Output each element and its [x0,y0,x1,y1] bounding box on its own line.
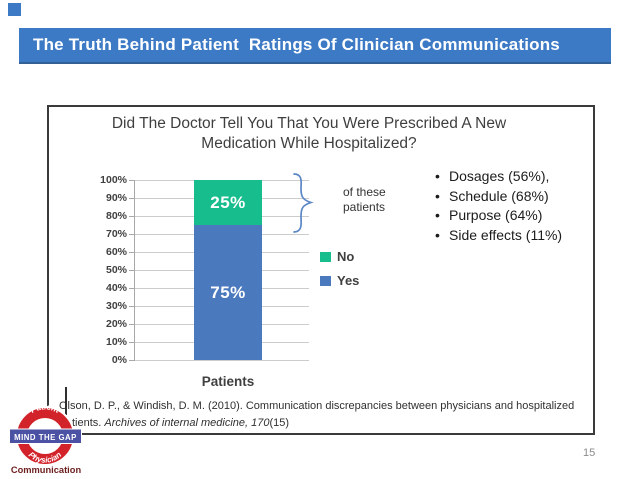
axis-tick [129,324,134,325]
citation-line-2: tients. Archives of internal medicine, 1… [59,415,584,432]
chart-figure: Did The Doctor Tell You That You Were Pr… [47,105,595,435]
logo-bar [9,428,82,444]
legend-swatch [320,251,331,262]
axis-tick [129,270,134,271]
logo-bar-text: MIND THE GAP [14,433,77,442]
citation-line-1: Olson, D. P., & Windish, D. M. (2010). C… [59,400,575,412]
bar-segment-no-label: 25% [210,192,246,212]
y-tick-label: 60% [105,246,127,258]
brace-label: of these patients [343,185,386,215]
legend-swatch [320,275,331,286]
legend-label: No [337,249,355,264]
y-tick-label: 50% [105,264,127,276]
y-tick-label: 90% [105,192,127,204]
y-tick-label: 10% [105,336,127,348]
y-axis-line [134,180,135,361]
legend-item: No [320,249,359,264]
chart-legend: No Yes [320,249,359,288]
y-tick-label: 40% [105,282,127,294]
axis-tick [129,234,134,235]
y-axis-tick-labels: 100% 90% 80% 70% 60% 50% 40% 30% 20% 10% 0% [77,174,127,366]
axis-tick [129,252,134,253]
bullet-item: Schedule (68%) [435,187,620,207]
legend-item: Yes [320,273,359,288]
svg-text:Physician: Physician [27,450,63,465]
legend-label: Yes [337,273,360,288]
citation: Olson, D. P., & Windish, D. M. (2010). C… [59,398,584,432]
page-number: 15 [583,447,596,459]
y-tick-label: 100% [100,174,127,186]
bar-segment-yes-label: 75% [210,282,246,302]
y-tick-label: 70% [105,228,127,240]
image-edge-artifact [65,387,67,415]
axis-tick [129,198,134,199]
brace-label-line-2: patients [343,200,386,214]
bar-segment-no: 25% [194,180,262,225]
axis-tick [129,360,134,361]
chart-title-line-2: Medication While Hospitalized? [201,135,417,152]
axis-tick [129,288,134,289]
bullet-item: Purpose (64%) [435,206,620,226]
y-tick-label: 20% [105,318,127,330]
axis-tick [129,180,134,181]
bullet-item: Dosages (56%), [435,167,620,187]
bullet-list: Dosages (56%),Schedule (68%)Purpose (64%… [435,167,620,245]
corner-accent-square [8,3,21,16]
y-tick-label: 80% [105,210,127,222]
logo-bottom-text: Physician [27,450,63,465]
gridline [134,360,309,361]
brace-label-line-1: of these [343,185,386,199]
chart-title: Did The Doctor Tell You That You Were Pr… [49,114,569,154]
curly-brace-annotation [293,173,314,233]
axis-tick [129,216,134,217]
logo-top-text: Patient [29,402,61,415]
logo-caption: Communication [11,465,82,475]
citation-line-2-prefix: tients. [72,417,105,429]
y-tick-label: 0% [111,354,127,366]
y-tick-label: 30% [105,300,127,312]
bar-segment-yes: 75% [194,225,262,360]
x-axis-category-label: Patients [201,374,255,389]
slide-title-bar: The Truth Behind Patient Ratings Of Clin… [19,28,611,64]
axis-tick [129,342,134,343]
bullet-item: Side effects (11%) [435,226,620,246]
axis-tick [129,306,134,307]
svg-text:Patient: Patient [29,403,61,415]
plot-area: 25% 75% [129,180,309,361]
citation-line-2-suffix: (15) [269,417,290,429]
mind-the-gap-logo: Patient Physician MIND THE GAP Communica… [7,402,89,477]
slide-title: The Truth Behind Patient Ratings Of Clin… [33,35,560,54]
citation-journal-italic: Archives of internal medicine, 170 [104,417,270,429]
stacked-bar: 25% 75% [194,180,262,360]
chart-title-line-1: Did The Doctor Tell You That You Were Pr… [111,115,507,132]
